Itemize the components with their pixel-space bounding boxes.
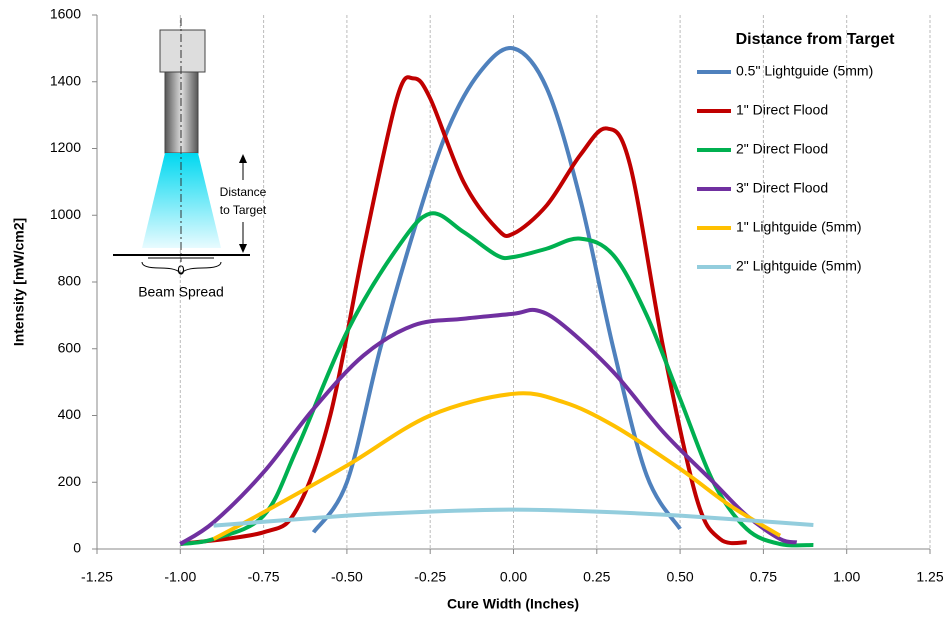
y-tick-label: 400 <box>58 406 82 422</box>
lines <box>179 46 814 548</box>
data-line <box>311 46 682 534</box>
y-tick-label: 0 <box>73 540 81 556</box>
legend-label: 3" Direct Flood <box>736 180 828 196</box>
data-line <box>213 507 814 528</box>
x-tick-label: -1.25 <box>81 569 113 585</box>
x-tick-label: -1.00 <box>164 569 196 585</box>
legend-label: 0.5" Lightguide (5mm) <box>736 63 873 79</box>
annotation: to Target <box>220 203 267 217</box>
annotation: Beam Spread <box>138 284 224 300</box>
x-tick-label: 0.50 <box>666 569 693 585</box>
y-tick-label: 1200 <box>50 139 81 155</box>
lamp-head <box>159 29 206 73</box>
data-line <box>212 391 782 541</box>
x-tick-label: 1.00 <box>833 569 860 585</box>
y-tick-label: 1600 <box>50 6 81 22</box>
arrow-head <box>239 244 247 253</box>
y-tick-label: 1400 <box>50 72 81 88</box>
x-tick-label: 0.75 <box>750 569 777 585</box>
x-tick-label: -0.25 <box>414 569 446 585</box>
legend-label: 1" Lightguide (5mm) <box>736 219 862 235</box>
x-tick-label: -0.50 <box>331 569 363 585</box>
x-axis-title: Cure Width (Inches) <box>447 596 579 612</box>
x-tick-label: 1.25 <box>916 569 943 585</box>
legend-title: Distance from Target <box>736 31 896 48</box>
legend-label: 2" Lightguide (5mm) <box>736 258 862 274</box>
annotation: 0 <box>177 262 184 277</box>
y-tick-label: 800 <box>58 273 82 289</box>
beam-diagram: Distance to Target 0 Beam Spread <box>113 18 267 300</box>
grid <box>96 15 931 549</box>
y-tick-label: 1000 <box>50 206 81 222</box>
x-tick-label: 0.00 <box>500 569 527 585</box>
y-axis-title: Intensity [mW/cm2] <box>11 218 27 346</box>
annotation: Distance <box>220 185 267 199</box>
legend-label: 2" Direct Flood <box>736 141 828 157</box>
y-tick-label: 200 <box>58 473 82 489</box>
x-tick-label: 0.25 <box>583 569 610 585</box>
arrow-head <box>239 154 247 163</box>
x-tick-label: -0.75 <box>248 569 280 585</box>
legend-label: 1" Direct Flood <box>736 102 828 118</box>
brace <box>141 261 222 276</box>
data-line <box>180 75 747 546</box>
data-line <box>180 211 814 548</box>
y-tick-label: 600 <box>58 339 82 355</box>
data-line <box>179 307 798 546</box>
